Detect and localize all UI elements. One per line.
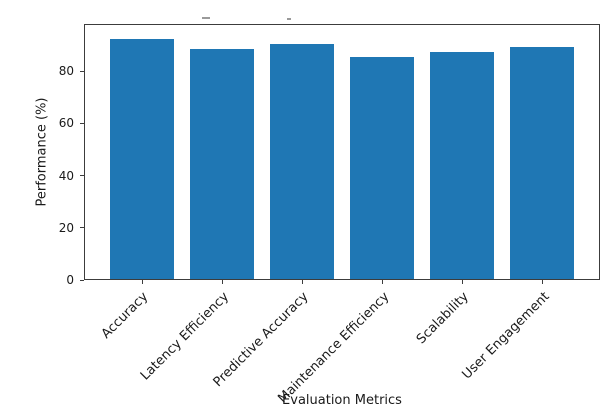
bar-latency-efficiency bbox=[189, 49, 254, 279]
x-axis-label: Evaluation Metrics bbox=[282, 393, 402, 408]
bar-predictive-accuracy bbox=[269, 43, 334, 279]
x-tick-mark bbox=[382, 280, 384, 284]
x-tick-label-accuracy: Accuracy bbox=[99, 289, 152, 342]
cropped-title-fragment bbox=[287, 18, 291, 20]
y-axis-label: Performance (%) bbox=[34, 97, 50, 207]
x-tick-label-user-engagement: User Engagement bbox=[459, 289, 553, 383]
y-tick-mark bbox=[80, 279, 84, 281]
x-tick-label-latency-efficiency: Latency Efficiency bbox=[137, 289, 232, 384]
y-tick-mark bbox=[80, 227, 84, 229]
x-tick-mark bbox=[141, 280, 143, 284]
y-tick-mark bbox=[80, 122, 84, 124]
y-tick-label: 0 bbox=[66, 273, 74, 287]
bar-user-engagement bbox=[510, 46, 575, 279]
y-tick-mark bbox=[80, 70, 84, 72]
x-tick-label-scalability: Scalability bbox=[414, 289, 473, 348]
bar-scalability bbox=[430, 51, 495, 279]
bar-accuracy bbox=[109, 38, 174, 279]
cropped-title-fragment bbox=[202, 17, 210, 19]
x-tick-mark bbox=[462, 280, 464, 284]
x-axis-tick-labels: Accuracy Latency Efficiency Predictive Acc… bbox=[84, 281, 600, 406]
bar-maintenance-efficiency bbox=[350, 56, 415, 279]
x-tick-mark bbox=[221, 280, 223, 284]
y-tick-label: 40 bbox=[58, 168, 74, 183]
y-tick-mark bbox=[80, 175, 84, 176]
y-tick-label: 80 bbox=[58, 64, 74, 79]
x-tick-mark bbox=[542, 280, 544, 284]
y-tick-label: 20 bbox=[58, 220, 74, 235]
x-tick-mark bbox=[301, 280, 303, 284]
plot-area bbox=[84, 24, 600, 280]
y-tick-label: 60 bbox=[58, 116, 74, 131]
